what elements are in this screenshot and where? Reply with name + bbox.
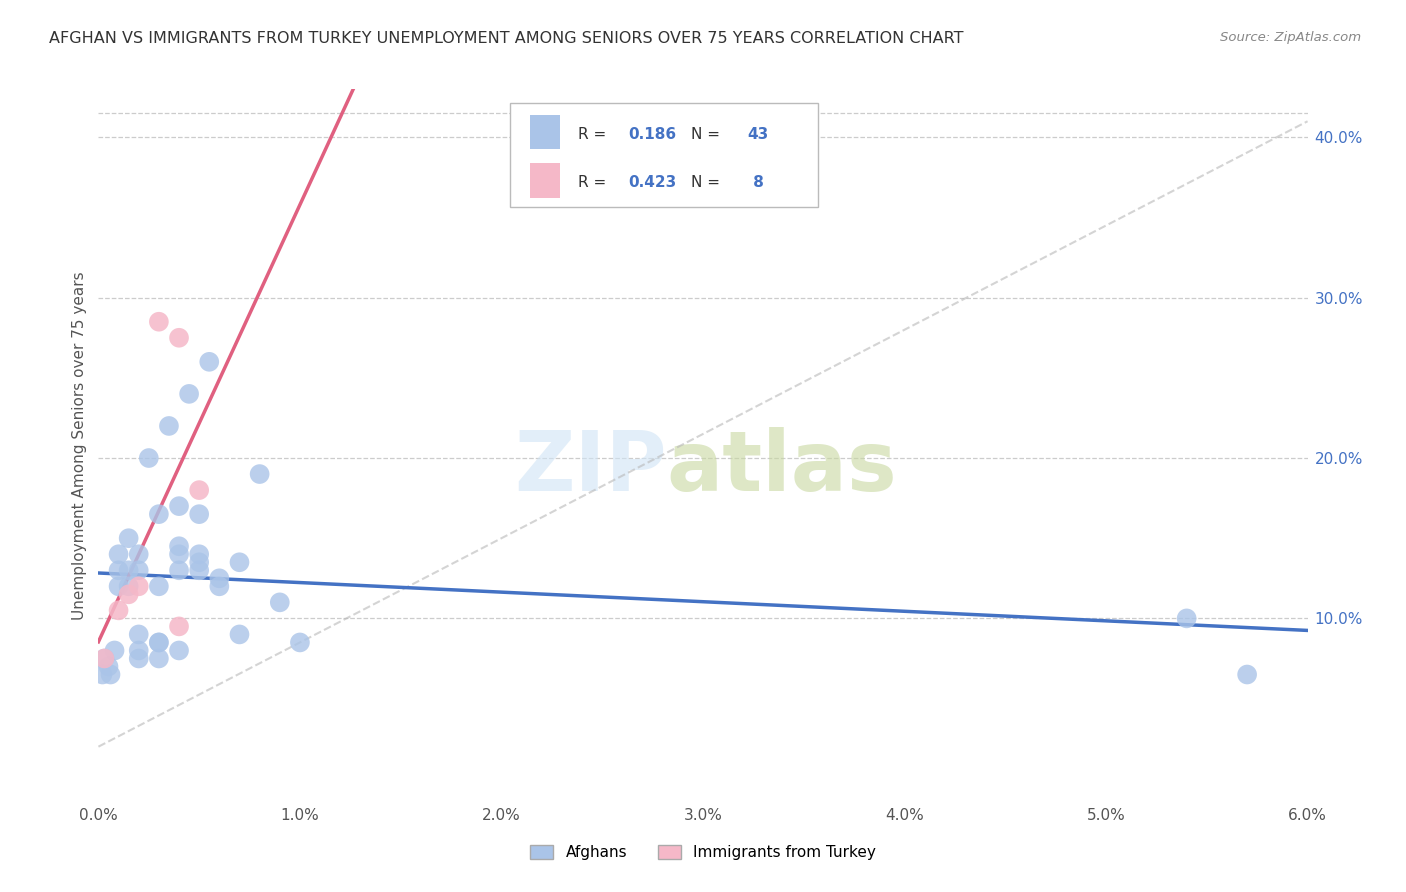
Text: AFGHAN VS IMMIGRANTS FROM TURKEY UNEMPLOYMENT AMONG SENIORS OVER 75 YEARS CORREL: AFGHAN VS IMMIGRANTS FROM TURKEY UNEMPLO… xyxy=(49,31,963,46)
Point xyxy=(103,643,125,657)
Bar xyxy=(530,115,561,150)
Point xyxy=(93,651,115,665)
Point xyxy=(188,483,211,497)
Point xyxy=(167,539,190,553)
Point xyxy=(208,571,231,585)
Point xyxy=(188,563,211,577)
Point xyxy=(93,651,115,665)
Point xyxy=(148,579,170,593)
Point xyxy=(148,635,170,649)
Point xyxy=(157,419,180,434)
Point xyxy=(91,667,114,681)
Text: 0.186: 0.186 xyxy=(628,127,676,142)
Point xyxy=(167,331,190,345)
Point xyxy=(249,467,271,481)
Y-axis label: Unemployment Among Seniors over 75 years: Unemployment Among Seniors over 75 years xyxy=(72,272,87,620)
Point xyxy=(107,603,129,617)
Text: atlas: atlas xyxy=(666,427,897,508)
Point xyxy=(288,635,311,649)
Point xyxy=(118,579,141,593)
Point xyxy=(167,547,190,561)
Point xyxy=(228,627,250,641)
Point xyxy=(118,563,141,577)
Text: N =: N = xyxy=(690,175,724,190)
Point xyxy=(269,595,291,609)
Point xyxy=(138,450,160,465)
Point xyxy=(148,507,170,521)
Text: R =: R = xyxy=(578,175,612,190)
Point xyxy=(107,547,129,561)
Text: N =: N = xyxy=(690,127,724,142)
Point xyxy=(118,531,141,545)
Point xyxy=(208,579,231,593)
Point xyxy=(1175,611,1198,625)
Point xyxy=(128,643,150,657)
Point xyxy=(107,563,129,577)
Point xyxy=(188,555,211,569)
Point xyxy=(128,563,150,577)
FancyBboxPatch shape xyxy=(509,103,818,207)
Bar xyxy=(530,163,561,198)
Point xyxy=(107,579,129,593)
Point xyxy=(167,563,190,577)
Text: R =: R = xyxy=(578,127,612,142)
Point xyxy=(188,507,211,521)
Point xyxy=(1236,667,1258,681)
Point xyxy=(128,579,150,593)
Point xyxy=(128,547,150,561)
Point xyxy=(148,315,170,329)
Point xyxy=(148,635,170,649)
Legend: Afghans, Immigrants from Turkey: Afghans, Immigrants from Turkey xyxy=(524,839,882,866)
Point xyxy=(179,387,201,401)
Point xyxy=(167,499,190,513)
Text: 8: 8 xyxy=(748,175,763,190)
Point xyxy=(128,651,150,665)
Text: Source: ZipAtlas.com: Source: ZipAtlas.com xyxy=(1220,31,1361,45)
Point xyxy=(167,619,190,633)
Point xyxy=(118,587,141,601)
Point xyxy=(198,355,221,369)
Point xyxy=(97,659,120,673)
Point xyxy=(100,667,122,681)
Text: ZIP: ZIP xyxy=(515,427,666,508)
Text: 0.423: 0.423 xyxy=(628,175,676,190)
Point xyxy=(128,627,150,641)
Point xyxy=(148,651,170,665)
Text: 43: 43 xyxy=(748,127,769,142)
Point xyxy=(167,643,190,657)
Point xyxy=(228,555,250,569)
Point xyxy=(188,547,211,561)
